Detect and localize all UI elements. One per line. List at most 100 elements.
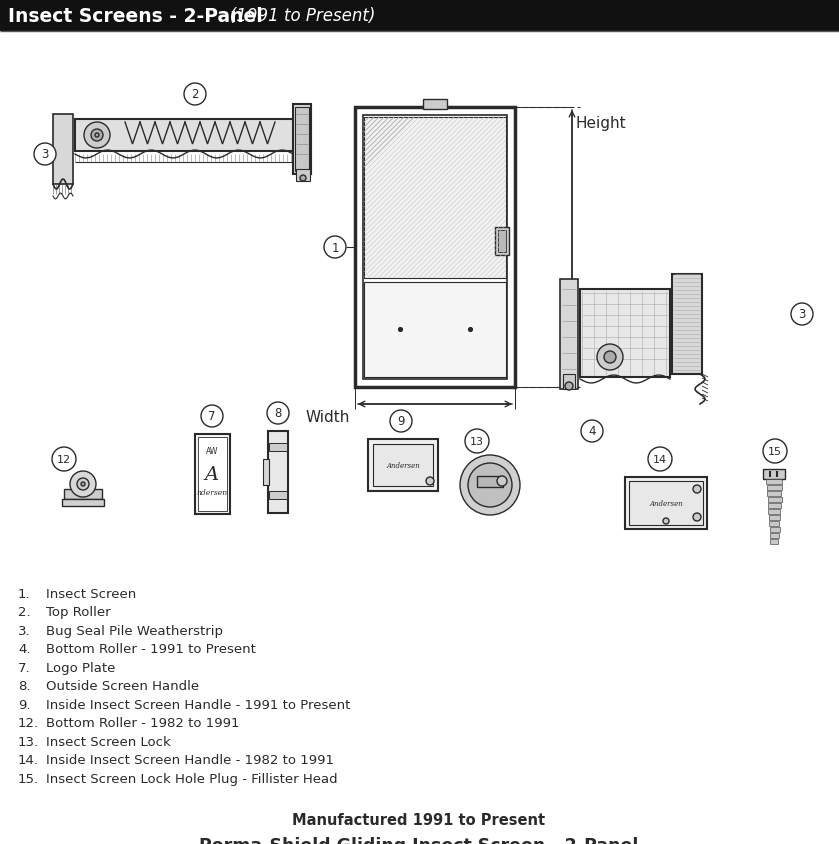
Text: Top Roller: Top Roller xyxy=(46,606,111,619)
Text: 14.: 14. xyxy=(18,754,39,766)
Circle shape xyxy=(581,420,603,442)
Text: A: A xyxy=(205,465,219,484)
Bar xyxy=(768,497,782,502)
Bar xyxy=(563,375,575,390)
Text: 1.: 1. xyxy=(18,587,31,600)
Circle shape xyxy=(324,236,346,259)
Text: Height: Height xyxy=(576,116,627,131)
Circle shape xyxy=(565,382,573,391)
Circle shape xyxy=(52,447,76,472)
Bar xyxy=(195,435,230,514)
Circle shape xyxy=(91,130,103,142)
Circle shape xyxy=(597,344,623,371)
Circle shape xyxy=(77,479,89,490)
Bar xyxy=(368,440,438,491)
Text: Insect Screen Lock: Insect Screen Lock xyxy=(46,735,171,748)
Text: 15: 15 xyxy=(768,446,782,457)
Text: 3: 3 xyxy=(799,308,805,321)
Text: Insect Screens - 2-Panel: Insect Screens - 2-Panel xyxy=(8,7,263,25)
Bar xyxy=(363,116,507,380)
Text: 13.: 13. xyxy=(18,735,39,748)
Text: 12.: 12. xyxy=(18,717,39,729)
Circle shape xyxy=(763,440,787,463)
Bar xyxy=(198,437,227,511)
Text: Bug Seal Pile Weatherstrip: Bug Seal Pile Weatherstrip xyxy=(46,625,223,637)
Bar xyxy=(373,445,433,486)
Text: 3.: 3. xyxy=(18,625,31,637)
Text: Inside Insect Screen Handle - 1982 to 1991: Inside Insect Screen Handle - 1982 to 19… xyxy=(46,754,334,766)
Circle shape xyxy=(663,518,669,524)
Circle shape xyxy=(70,472,96,497)
Text: AW: AW xyxy=(206,446,218,456)
Bar xyxy=(364,118,506,279)
Circle shape xyxy=(81,483,85,486)
Circle shape xyxy=(267,403,289,425)
Bar xyxy=(770,528,779,533)
Text: Width: Width xyxy=(305,409,350,425)
Text: 4: 4 xyxy=(588,425,596,438)
Text: 14: 14 xyxy=(653,454,667,464)
Text: Bottom Roller - 1982 to 1991: Bottom Roller - 1982 to 1991 xyxy=(46,717,239,729)
Bar xyxy=(75,120,295,152)
Circle shape xyxy=(693,513,701,522)
Text: Outside Screen Handle: Outside Screen Handle xyxy=(46,679,199,693)
Bar xyxy=(364,283,506,377)
Bar xyxy=(769,522,779,527)
Bar xyxy=(423,100,447,110)
Bar xyxy=(770,533,779,538)
Circle shape xyxy=(95,134,99,138)
Circle shape xyxy=(791,304,813,326)
Text: 8.: 8. xyxy=(18,679,30,693)
Text: Manufactured 1991 to Present: Manufactured 1991 to Present xyxy=(293,813,545,827)
Text: Insect Screen: Insect Screen xyxy=(46,587,136,600)
Circle shape xyxy=(300,176,306,181)
Text: 2.: 2. xyxy=(18,606,31,619)
Bar xyxy=(62,500,104,506)
Bar xyxy=(495,228,509,256)
Bar xyxy=(263,459,269,485)
Circle shape xyxy=(693,485,701,494)
Bar xyxy=(580,289,670,377)
Text: 9: 9 xyxy=(397,415,404,428)
Bar xyxy=(296,170,310,181)
Circle shape xyxy=(426,478,434,485)
Bar xyxy=(560,279,578,390)
Bar xyxy=(767,485,782,490)
Text: 15.: 15. xyxy=(18,772,39,785)
Text: Insect Screen Lock Hole Plug - Fillister Head: Insect Screen Lock Hole Plug - Fillister… xyxy=(46,772,337,785)
Circle shape xyxy=(604,352,616,364)
Bar xyxy=(355,108,515,387)
Bar xyxy=(293,105,311,175)
Bar xyxy=(53,115,73,185)
Bar xyxy=(766,479,782,484)
Circle shape xyxy=(468,463,512,507)
Text: 4.: 4. xyxy=(18,643,30,656)
Text: 1: 1 xyxy=(331,241,339,254)
Bar xyxy=(268,431,288,513)
Circle shape xyxy=(465,430,489,453)
Circle shape xyxy=(648,447,672,472)
Bar xyxy=(498,230,506,252)
Circle shape xyxy=(390,410,412,432)
Circle shape xyxy=(84,123,110,149)
Bar xyxy=(295,108,309,172)
Text: (1991 to Present): (1991 to Present) xyxy=(214,7,375,25)
Text: 3: 3 xyxy=(41,149,49,161)
Text: Bottom Roller - 1991 to Present: Bottom Roller - 1991 to Present xyxy=(46,643,256,656)
Text: Inside Insect Screen Handle - 1991 to Present: Inside Insect Screen Handle - 1991 to Pr… xyxy=(46,698,351,711)
Text: Perma-Shield Gliding Insect Screen - 2-Panel: Perma-Shield Gliding Insect Screen - 2-P… xyxy=(200,836,638,844)
Bar xyxy=(769,516,780,521)
Circle shape xyxy=(34,143,56,165)
Bar xyxy=(269,491,287,500)
Bar xyxy=(625,478,707,529)
Text: Andersen: Andersen xyxy=(386,462,420,469)
Text: 7: 7 xyxy=(208,410,216,423)
Bar xyxy=(477,476,503,488)
Text: 9.: 9. xyxy=(18,698,30,711)
Bar xyxy=(768,510,780,514)
Text: 7.: 7. xyxy=(18,661,31,674)
Bar xyxy=(0,0,839,32)
Text: 2: 2 xyxy=(191,89,199,101)
Text: 8: 8 xyxy=(274,407,282,420)
Circle shape xyxy=(201,405,223,428)
